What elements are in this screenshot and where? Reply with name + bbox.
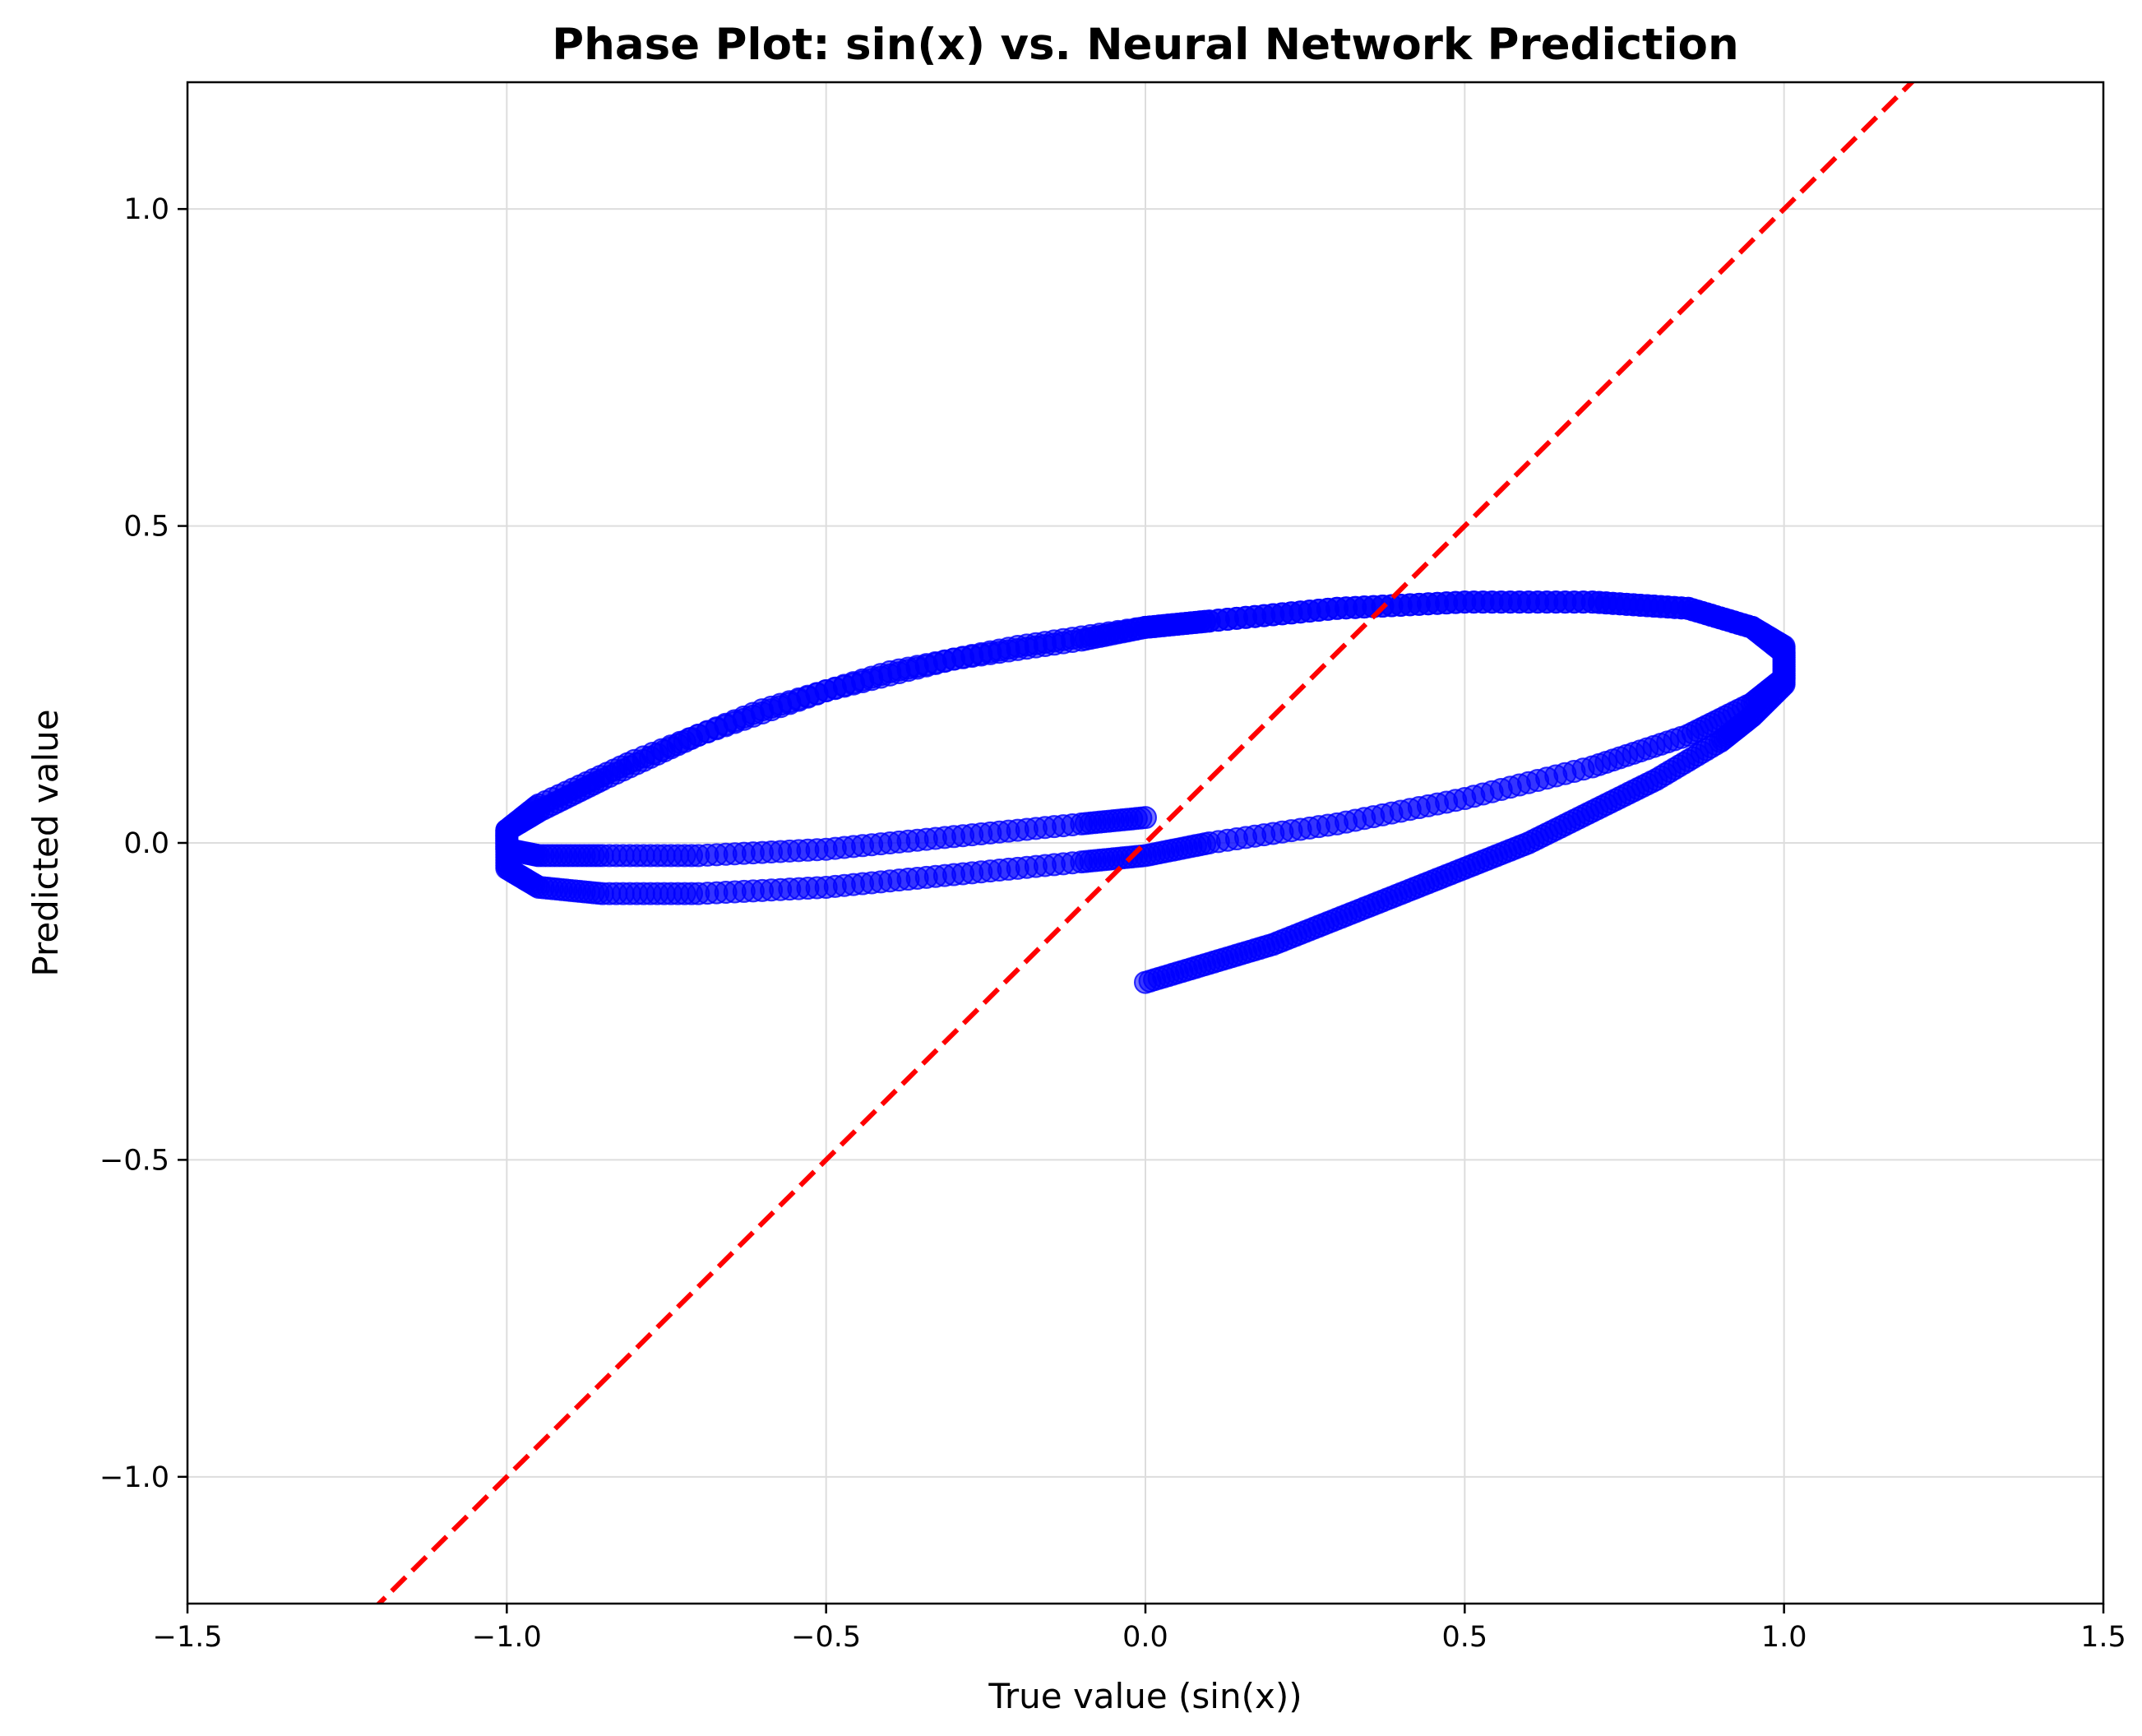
scatter-point: [1134, 806, 1157, 830]
reference-line: [375, 82, 1916, 1604]
x-tick-label: 1.5: [2080, 1621, 2126, 1654]
chart-title: Phase Plot: sin(x) vs. Neural Network Pr…: [552, 20, 1738, 70]
x-axis-label: True value (sin(x)): [988, 1676, 1302, 1716]
x-tick-label: −1.0: [472, 1621, 542, 1654]
x-axis-ticks: −1.5 −1.0 −0.5 0.0 0.5 1.0 1.5: [153, 1604, 2126, 1654]
y-axis-ticks: −1.0 −0.5 0.0 0.5 1.0: [99, 193, 187, 1494]
y-tick-label: 0.0: [123, 827, 169, 860]
reference-line-group: [375, 82, 1916, 1604]
x-tick-label: 0.0: [1122, 1621, 1168, 1654]
x-tick-label: −1.5: [153, 1621, 223, 1654]
y-tick-label: 0.5: [123, 511, 169, 544]
grid-lines: [187, 82, 2104, 1604]
y-tick-label: −0.5: [99, 1144, 169, 1177]
scatter-points: [495, 590, 1796, 994]
x-tick-label: 0.5: [1441, 1621, 1487, 1654]
y-tick-label: −1.0: [99, 1461, 169, 1494]
y-tick-label: 1.0: [123, 193, 169, 226]
x-tick-label: −0.5: [791, 1621, 861, 1654]
y-axis-label: Predicted value: [25, 709, 66, 976]
x-tick-label: 1.0: [1761, 1621, 1807, 1654]
